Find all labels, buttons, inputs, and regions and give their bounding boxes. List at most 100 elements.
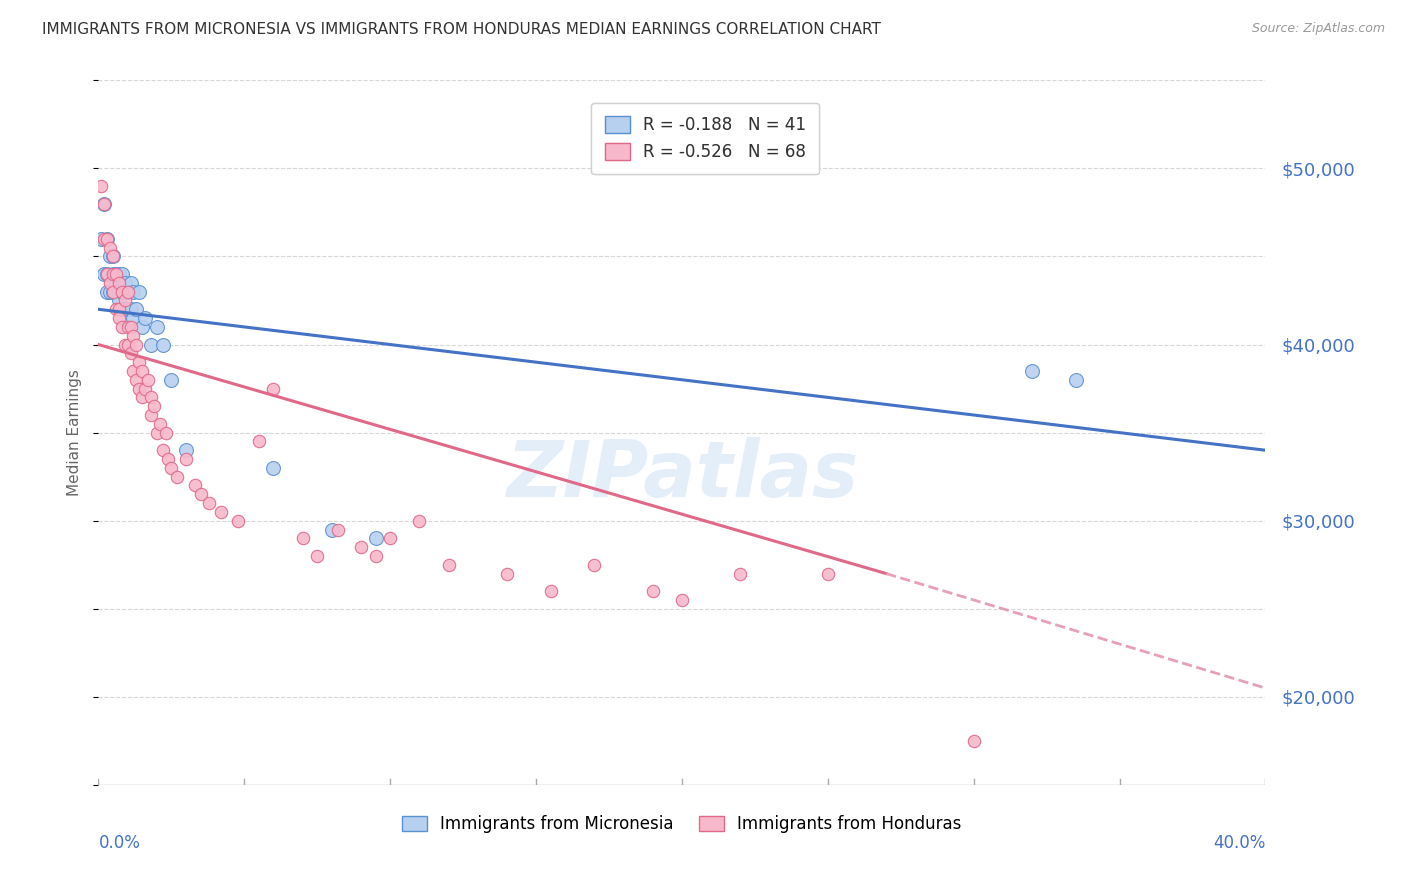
Point: [111, 320, 134, 334]
Text: ZIPatlas: ZIPatlas: [506, 437, 858, 513]
Point: [380, 532, 402, 546]
Point: [228, 514, 250, 528]
Point: [108, 285, 131, 299]
Point: [157, 452, 180, 467]
Point: [817, 566, 839, 581]
Point: [114, 293, 136, 308]
Text: 40.0%: 40.0%: [1213, 834, 1265, 852]
Point: [93, 196, 115, 211]
Point: [160, 373, 183, 387]
Point: [101, 267, 124, 281]
Point: [131, 364, 153, 378]
Point: [962, 734, 984, 748]
Point: [98, 276, 121, 290]
Point: [408, 514, 430, 528]
Point: [117, 285, 139, 299]
Text: Source: ZipAtlas.com: Source: ZipAtlas.com: [1251, 22, 1385, 36]
Text: IMMIGRANTS FROM MICRONESIA VS IMMIGRANTS FROM HONDURAS MEDIAN EARNINGS CORRELATI: IMMIGRANTS FROM MICRONESIA VS IMMIGRANTS…: [42, 22, 882, 37]
Point: [90, 232, 112, 246]
Point: [131, 320, 153, 334]
Point: [583, 558, 606, 572]
Point: [146, 425, 169, 440]
Point: [183, 478, 205, 492]
Point: [155, 425, 177, 440]
Point: [117, 320, 139, 334]
Point: [93, 267, 115, 281]
Point: [120, 346, 142, 360]
Point: [108, 267, 131, 281]
Point: [96, 285, 118, 299]
Point: [96, 232, 118, 246]
Point: [108, 302, 131, 317]
Point: [117, 337, 139, 351]
Point: [152, 443, 174, 458]
Point: [101, 250, 124, 264]
Point: [104, 267, 127, 281]
Point: [134, 382, 156, 396]
Point: [108, 276, 131, 290]
Point: [122, 311, 145, 326]
Point: [437, 558, 460, 572]
Point: [166, 469, 188, 483]
Point: [142, 399, 165, 413]
Point: [101, 285, 124, 299]
Point: [139, 391, 162, 405]
Point: [117, 285, 139, 299]
Point: [134, 311, 156, 326]
Point: [111, 302, 134, 317]
Point: [641, 584, 664, 599]
Point: [291, 532, 314, 546]
Point: [364, 532, 387, 546]
Point: [98, 241, 121, 255]
Point: [671, 593, 693, 607]
Point: [93, 196, 115, 211]
Point: [114, 337, 136, 351]
Point: [128, 382, 150, 396]
Point: [160, 461, 183, 475]
Point: [98, 250, 121, 264]
Legend: R = -0.188   N = 41, R = -0.526   N = 68: R = -0.188 N = 41, R = -0.526 N = 68: [592, 103, 820, 174]
Point: [174, 443, 197, 458]
Point: [125, 302, 148, 317]
Point: [364, 549, 387, 563]
Point: [149, 417, 172, 431]
Point: [321, 523, 343, 537]
Point: [131, 391, 153, 405]
Point: [96, 267, 118, 281]
Point: [98, 285, 121, 299]
Point: [152, 337, 174, 351]
Point: [104, 276, 127, 290]
Point: [190, 487, 212, 501]
Point: [101, 250, 124, 264]
Point: [120, 302, 142, 317]
Point: [114, 276, 136, 290]
Point: [120, 320, 142, 334]
Point: [108, 311, 131, 326]
Point: [96, 232, 118, 246]
Point: [117, 302, 139, 317]
Point: [1064, 373, 1087, 387]
Point: [730, 566, 752, 581]
Y-axis label: Median Earnings: Median Earnings: [67, 369, 83, 496]
Point: [122, 285, 145, 299]
Point: [1021, 364, 1043, 378]
Point: [125, 337, 148, 351]
Point: [262, 382, 284, 396]
Point: [104, 302, 127, 317]
Point: [198, 496, 221, 510]
Point: [104, 267, 127, 281]
Point: [93, 232, 115, 246]
Point: [96, 267, 118, 281]
Point: [146, 320, 169, 334]
Point: [120, 276, 142, 290]
Point: [136, 373, 159, 387]
Point: [540, 584, 562, 599]
Point: [307, 549, 329, 563]
Point: [496, 566, 519, 581]
Text: 0.0%: 0.0%: [98, 834, 141, 852]
Point: [139, 408, 162, 422]
Point: [262, 461, 284, 475]
Point: [122, 328, 145, 343]
Point: [122, 364, 145, 378]
Point: [111, 285, 134, 299]
